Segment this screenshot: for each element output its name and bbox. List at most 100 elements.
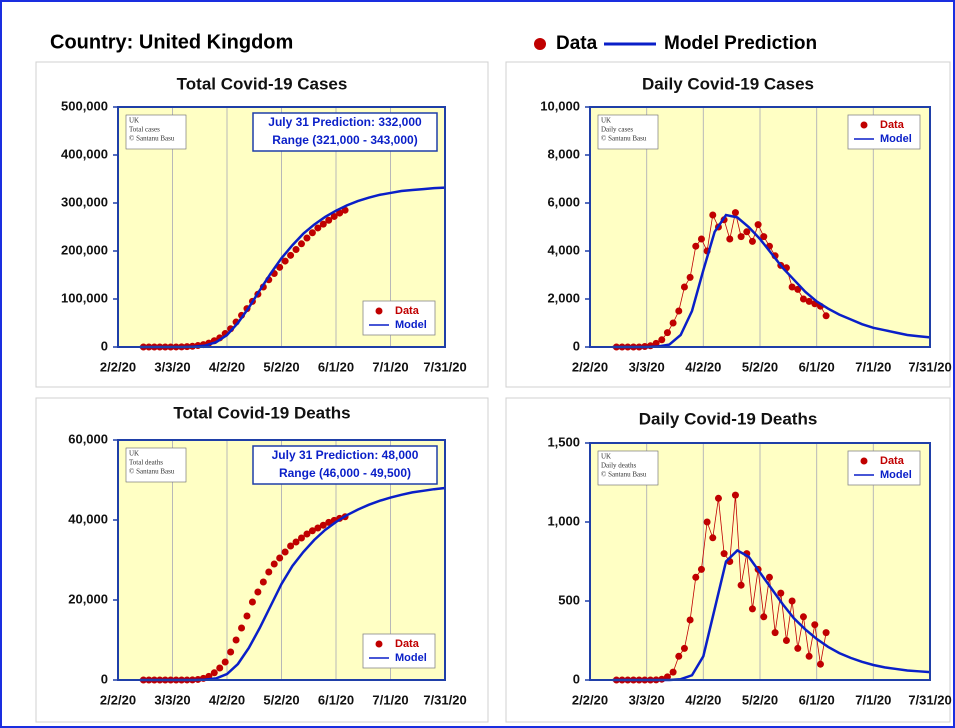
plot-border bbox=[589, 442, 931, 681]
y-tick-label: 400,000 bbox=[61, 146, 108, 161]
data-point bbox=[243, 612, 251, 620]
data-point bbox=[754, 221, 762, 229]
data-point bbox=[232, 636, 240, 644]
chart-title: Total Covid-19 Deaths bbox=[173, 403, 350, 422]
legend-marker bbox=[860, 121, 868, 129]
data-point bbox=[292, 246, 300, 254]
data-point bbox=[731, 209, 739, 217]
x-tick-label: 2/2/20 bbox=[100, 692, 136, 707]
chart-title: Daily Covid-19 Cases bbox=[642, 74, 814, 93]
data-point bbox=[748, 237, 756, 245]
data-point bbox=[805, 652, 813, 660]
y-tick-label: 2,000 bbox=[547, 290, 580, 305]
model-line bbox=[612, 213, 931, 349]
data-point bbox=[760, 233, 768, 241]
data-point bbox=[325, 518, 333, 526]
note-text: © Santanu Basu bbox=[129, 468, 175, 476]
annotation-box bbox=[252, 112, 438, 152]
data-point bbox=[714, 494, 722, 502]
legend-label: Data bbox=[395, 638, 420, 650]
data-point bbox=[669, 668, 677, 676]
y-tick-label: 0 bbox=[573, 338, 580, 353]
y-tick-label: 200,000 bbox=[61, 242, 108, 257]
data-point bbox=[281, 257, 289, 265]
data-point bbox=[287, 542, 295, 550]
data-point bbox=[816, 660, 824, 668]
note-box bbox=[597, 114, 659, 150]
note-text: UK bbox=[129, 117, 139, 125]
legend-box bbox=[847, 450, 921, 486]
annotation-text: July 31 Prediction: 48,000 bbox=[272, 448, 419, 462]
data-point bbox=[686, 273, 694, 281]
y-tick-label: 500 bbox=[558, 592, 580, 607]
y-tick-label: 6,000 bbox=[547, 194, 580, 209]
data-point bbox=[276, 263, 284, 271]
annotation-box bbox=[252, 445, 438, 485]
annotation-text: Range (46,000 - 49,500) bbox=[279, 466, 411, 480]
x-tick-label: 4/2/20 bbox=[685, 359, 721, 374]
x-tick-label: 6/1/20 bbox=[799, 359, 835, 374]
x-tick-label: 7/1/20 bbox=[372, 692, 408, 707]
data-point bbox=[692, 242, 700, 250]
y-tick-label: 8,000 bbox=[547, 146, 580, 161]
x-tick-label: 4/2/20 bbox=[209, 359, 245, 374]
data-point bbox=[336, 209, 344, 217]
legend-box bbox=[362, 633, 436, 669]
data-point bbox=[765, 573, 773, 581]
x-tick-label: 2/2/20 bbox=[100, 359, 136, 374]
data-point bbox=[281, 548, 289, 556]
data-point bbox=[799, 295, 807, 303]
annotation-text: Range (321,000 - 343,000) bbox=[272, 133, 417, 147]
note-text: Daily cases bbox=[601, 126, 633, 134]
data-point bbox=[760, 613, 768, 621]
note-text: © Santanu Basu bbox=[129, 135, 175, 143]
legend-label: Model bbox=[395, 319, 427, 331]
x-tick-label: 2/2/20 bbox=[572, 692, 608, 707]
data-point bbox=[259, 578, 267, 586]
data-point bbox=[788, 283, 796, 291]
y-tick-label: 500,000 bbox=[61, 98, 108, 113]
x-tick-label: 3/3/20 bbox=[629, 692, 665, 707]
note-text: UK bbox=[601, 117, 611, 125]
data-point bbox=[238, 624, 246, 632]
x-tick-label: 3/3/20 bbox=[629, 359, 665, 374]
legend-marker bbox=[375, 640, 383, 648]
plot-border bbox=[589, 106, 931, 348]
note-box bbox=[125, 447, 187, 483]
x-tick-label: 5/2/20 bbox=[742, 692, 778, 707]
legend-label: Model bbox=[880, 469, 912, 481]
data-point bbox=[221, 658, 229, 666]
data-point bbox=[210, 669, 218, 677]
data-point bbox=[720, 550, 728, 558]
legend-label: Data bbox=[556, 33, 598, 54]
x-tick-label: 5/2/20 bbox=[742, 359, 778, 374]
x-tick-label: 7/31/20 bbox=[908, 692, 951, 707]
data-point bbox=[303, 530, 311, 538]
plot-border bbox=[117, 439, 446, 681]
data-point bbox=[692, 573, 700, 581]
data-point bbox=[697, 235, 705, 243]
data-point bbox=[680, 644, 688, 652]
data-point bbox=[325, 216, 333, 224]
data-point bbox=[675, 652, 683, 660]
legend-box bbox=[847, 114, 921, 150]
data-point bbox=[308, 527, 316, 535]
y-tick-label: 10,000 bbox=[540, 98, 580, 113]
legend-label: Model Prediction bbox=[664, 33, 817, 54]
data-point bbox=[669, 319, 677, 327]
legend-marker bbox=[860, 457, 868, 465]
x-tick-label: 7/31/20 bbox=[908, 359, 951, 374]
x-tick-label: 6/1/20 bbox=[318, 692, 354, 707]
x-tick-label: 5/2/20 bbox=[263, 692, 299, 707]
legend-label: Data bbox=[880, 119, 905, 131]
data-point bbox=[248, 598, 256, 606]
data-point bbox=[216, 664, 224, 672]
legend-label: Data bbox=[880, 455, 905, 467]
data-point bbox=[799, 613, 807, 621]
y-tick-label: 1,000 bbox=[547, 513, 580, 528]
data-point bbox=[709, 211, 717, 219]
data-point bbox=[805, 297, 813, 305]
data-point bbox=[652, 339, 660, 347]
plot-border bbox=[117, 106, 446, 348]
